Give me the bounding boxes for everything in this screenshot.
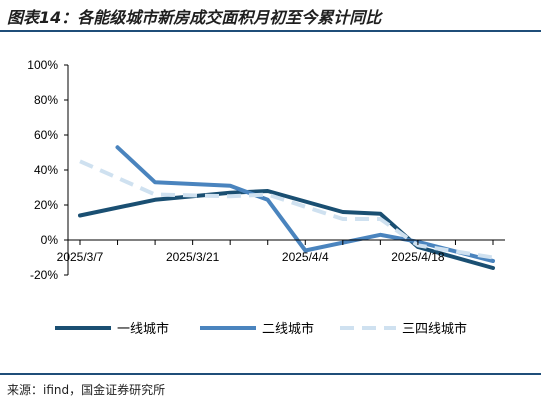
y-tick-label: 60% xyxy=(34,128,58,142)
source-divider xyxy=(0,373,541,375)
y-tick-label: 0% xyxy=(41,233,59,247)
line-chart: 100% 80% 60% 40% 20% 0% -20% 2025/3/7 2025/3/21 2… xyxy=(27,58,505,337)
y-tick-label: 20% xyxy=(34,198,58,212)
source-note: 来源：ifind，国金证券研究所 xyxy=(7,383,166,397)
y-tick-label: 80% xyxy=(34,93,58,107)
y-tick-label: 40% xyxy=(34,163,58,177)
legend-label-3: 三四线城市 xyxy=(402,321,467,337)
x-tick-label: 2025/3/21 xyxy=(166,250,220,264)
x-tick-label: 2025/4/18 xyxy=(391,250,445,264)
y-tick-label: -20% xyxy=(30,268,58,282)
x-tick-label: 2025/3/7 xyxy=(57,250,104,264)
legend-label-2: 二线城市 xyxy=(262,321,314,337)
x-tick-label: 2025/4/4 xyxy=(282,250,329,264)
y-tick-label: 100% xyxy=(27,58,58,72)
title-divider xyxy=(0,30,541,32)
legend-label-1: 一线城市 xyxy=(117,321,169,337)
chart-title: 图表14：各能级城市新房成交面积月初至今累计同比 xyxy=(7,8,382,27)
series-line-3 xyxy=(79,159,494,260)
series-line-2 xyxy=(115,145,495,263)
